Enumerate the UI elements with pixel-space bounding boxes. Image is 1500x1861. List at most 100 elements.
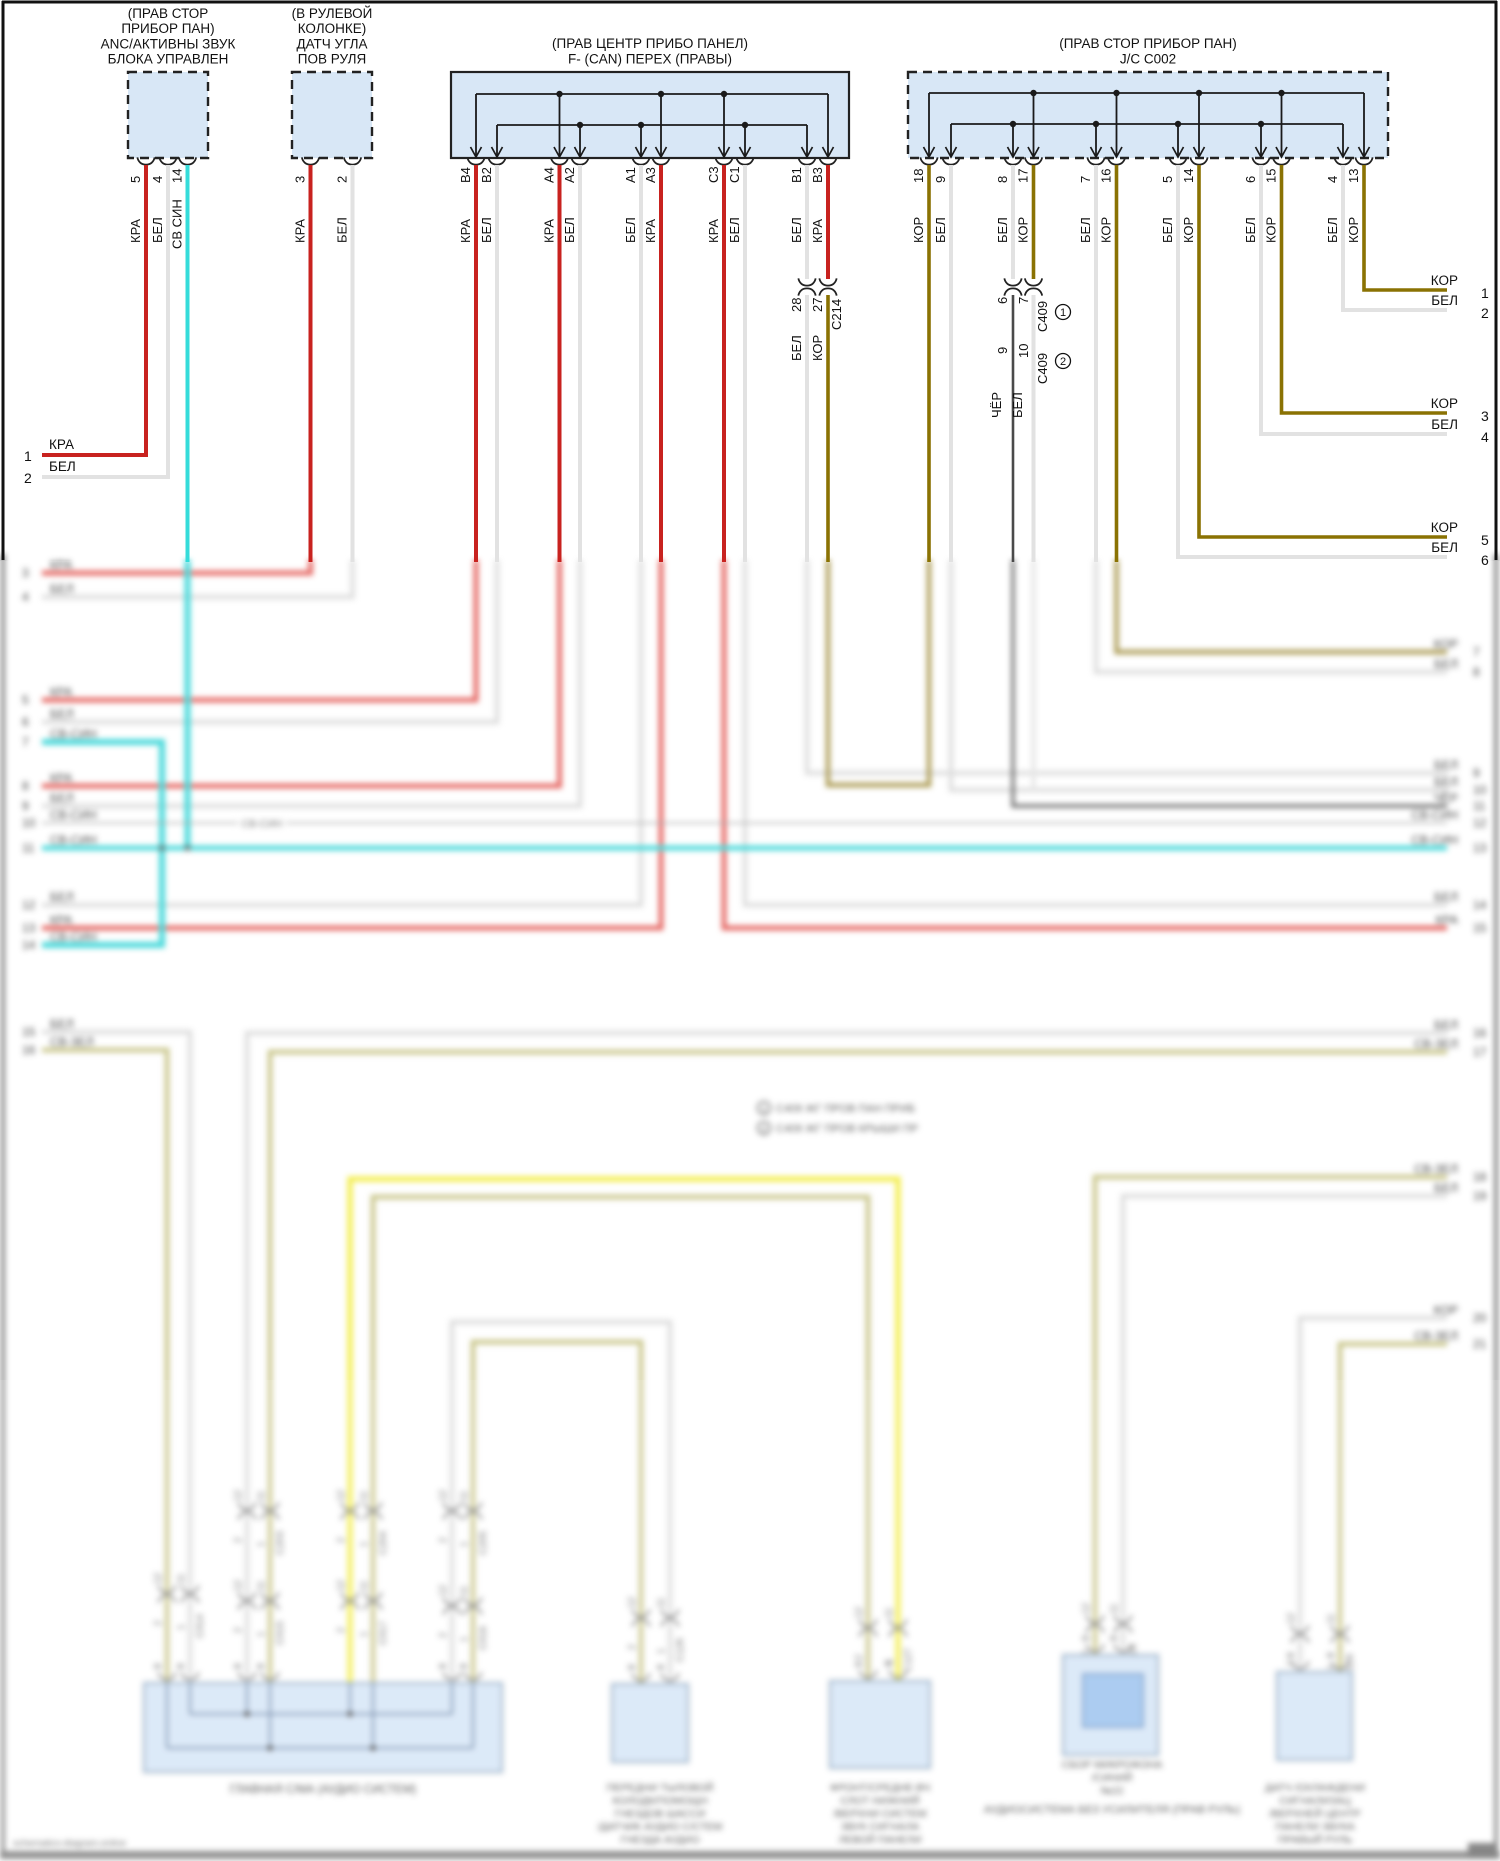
- svg-text:19: 19: [1473, 1189, 1487, 1203]
- svg-text:КРА: КРА: [1436, 913, 1458, 927]
- svg-text:12: 12: [22, 898, 36, 912]
- svg-text:16: 16: [22, 1043, 36, 1057]
- svg-text:28: 28: [789, 298, 804, 312]
- svg-text:B2: B2: [479, 167, 494, 183]
- svg-text:8: 8: [22, 779, 29, 793]
- svg-text:21: 21: [1473, 1337, 1487, 1351]
- svg-text:КРА: КРА: [643, 219, 658, 243]
- svg-text:ЛЕВОЙ ПАНЕЛИ: ЛЕВОЙ ПАНЕЛИ: [839, 1833, 922, 1846]
- svg-text:1: 1: [656, 1648, 667, 1654]
- svg-text:КОР: КОР: [1346, 217, 1361, 243]
- svg-text:8: 8: [233, 1663, 244, 1669]
- svg-text:2: 2: [761, 1124, 766, 1134]
- svg-text:2: 2: [1060, 356, 1066, 368]
- svg-text:8: 8: [176, 1663, 187, 1669]
- svg-text:18: 18: [1473, 1170, 1487, 1184]
- svg-text:16: 16: [1099, 169, 1114, 183]
- svg-text:B1: B1: [789, 167, 804, 183]
- svg-text:11: 11: [1473, 799, 1486, 813]
- svg-text:B4: B4: [458, 167, 473, 183]
- svg-text:БЕЛ: БЕЛ: [50, 791, 74, 805]
- svg-text:(ПРАВ СТОР ПРИБОР ПАН): (ПРАВ СТОР ПРИБОР ПАН): [1059, 36, 1237, 51]
- svg-text:ПАНЕЛИ ЗВУКА: ПАНЕЛИ ЗВУКА: [1275, 1821, 1354, 1833]
- svg-text:11: 11: [459, 1585, 470, 1596]
- svg-text:3: 3: [293, 176, 308, 183]
- svg-text:БЕЛ: БЕЛ: [1243, 217, 1258, 243]
- svg-text:БЕЛ: БЕЛ: [50, 707, 74, 721]
- svg-text:4: 4: [1481, 429, 1489, 445]
- svg-text:8: 8: [656, 1664, 667, 1670]
- svg-text:1: 1: [359, 1631, 370, 1637]
- svg-text:БЕЛ: БЕЛ: [1434, 1181, 1458, 1195]
- svg-text:ПРИБОР ПАН): ПРИБОР ПАН): [121, 21, 214, 36]
- svg-text:8: 8: [627, 1664, 638, 1670]
- svg-text:3: 3: [1481, 408, 1489, 424]
- svg-text:(ПРАВ ЦЕНТР ПРИБО ПАНЕЛ): (ПРАВ ЦЕНТР ПРИБО ПАНЕЛ): [552, 36, 748, 51]
- svg-text:БЛОКА УПРАВЛЕН: БЛОКА УПРАВЛЕН: [108, 52, 229, 67]
- svg-text:2: 2: [335, 176, 350, 183]
- svg-text:2: 2: [438, 1537, 449, 1543]
- svg-text:КРА: КРА: [50, 913, 72, 927]
- svg-text:КОР: КОР: [1431, 273, 1458, 288]
- svg-text:ЧЁР: ЧЁР: [1434, 791, 1458, 805]
- svg-text:C127: C127: [903, 1648, 914, 1672]
- svg-text:СЛОТ НИЖНИЙ: СЛОТ НИЖНИЙ: [840, 1794, 919, 1807]
- svg-text:15: 15: [1264, 169, 1279, 183]
- svg-text:КРА: КРА: [293, 219, 308, 243]
- svg-text:C126: C126: [675, 1638, 686, 1662]
- svg-text:12: 12: [1286, 1612, 1297, 1624]
- svg-text:БЕЛ: БЕЛ: [789, 335, 804, 361]
- svg-text:2: 2: [627, 1644, 638, 1650]
- svg-text:C409 ЖГ ПРОВ КРЫШИ ПР: C409 ЖГ ПРОВ КРЫШИ ПР: [776, 1123, 918, 1135]
- svg-text:13: 13: [22, 921, 36, 935]
- svg-text:ГНЕЗДОВ ШАССИ: ГНЕЗДОВ ШАССИ: [615, 1808, 706, 1820]
- svg-text:КОР: КОР: [1099, 217, 1114, 243]
- svg-text:B3: B3: [810, 167, 825, 183]
- svg-text:4: 4: [150, 176, 165, 183]
- svg-text:A4: A4: [542, 167, 557, 183]
- svg-text:ANC/АКТИВНЫ ЗВУК: ANC/АКТИВНЫ ЗВУК: [101, 36, 236, 51]
- svg-text:БЕЛ: БЕЛ: [1325, 217, 1340, 243]
- svg-text:ФРОНТ/СРЕДНЕ-ВЧ: ФРОНТ/СРЕДНЕ-ВЧ: [830, 1782, 930, 1794]
- svg-text:C015: C015: [275, 1621, 286, 1645]
- svg-text:ПЕРЕДНИ ТЫЛОВОЙ: ПЕРЕДНИ ТЫЛОВОЙ: [607, 1781, 714, 1794]
- svg-text:8: 8: [153, 1663, 164, 1669]
- svg-text:(ПРАВ СТОР: (ПРАВ СТОР: [128, 6, 209, 21]
- svg-text:КРА: КРА: [50, 685, 72, 699]
- svg-text:БЕЛ: БЕЛ: [1078, 217, 1093, 243]
- svg-text:БЕЛ: БЕЛ: [50, 890, 74, 904]
- svg-text:2: 2: [438, 1632, 449, 1638]
- svg-text:11: 11: [176, 1573, 187, 1584]
- svg-text:13: 13: [1346, 169, 1361, 183]
- svg-text:17: 17: [1473, 1045, 1487, 1059]
- svg-text:8: 8: [995, 176, 1010, 183]
- svg-text:10: 10: [1016, 344, 1031, 358]
- svg-text:12: 12: [153, 1572, 164, 1584]
- svg-text:БЕЛ: БЕЛ: [1434, 657, 1458, 671]
- svg-text:БЕЛ: БЕЛ: [1434, 758, 1458, 772]
- svg-text:БЕЛ: БЕЛ: [150, 217, 165, 243]
- svg-text:ЗВУК СИГНАЛА: ЗВУК СИГНАЛА: [841, 1821, 919, 1833]
- svg-text:4: 4: [22, 590, 29, 604]
- svg-text:C203: C203: [275, 1531, 286, 1555]
- svg-text:12: 12: [854, 1606, 865, 1618]
- svg-text:ГЛАВНАЯ С/МА (АУДИО СИСТЕМ): ГЛАВНАЯ С/МА (АУДИО СИСТЕМ): [230, 1784, 417, 1796]
- svg-text:КРА: КРА: [50, 771, 72, 785]
- svg-text:1: 1: [256, 1631, 267, 1637]
- svg-text:6: 6: [22, 715, 29, 729]
- svg-text:ДАТЧ УГЛА: ДАТЧ УГЛА: [296, 36, 367, 51]
- svg-text:КОЛОДК/ПОМОЩН: КОЛОДК/ПОМОЩН: [612, 1795, 707, 1807]
- svg-text:C409: C409: [1035, 301, 1050, 332]
- svg-text:F- (CAN) ПЕРЕХ (ПРАВЫ): F- (CAN) ПЕРЕХ (ПРАВЫ): [568, 52, 732, 67]
- svg-text:БЕЛ: БЕЛ: [479, 217, 494, 243]
- svg-text:schematics-diagram.online: schematics-diagram.online: [13, 1838, 126, 1849]
- svg-text:8: 8: [854, 1661, 865, 1667]
- svg-text:11: 11: [884, 1607, 895, 1618]
- svg-text:8: 8: [1109, 1635, 1120, 1641]
- svg-text:ДАТЧ /ОХЛАЖДЕНИ: ДАТЧ /ОХЛАЖДЕНИ: [1265, 1782, 1365, 1794]
- svg-text:17: 17: [1016, 169, 1031, 183]
- svg-text:КРА: КРА: [50, 558, 72, 572]
- svg-text:/ДАТЧИК АУДИО С/СТЕМ: /ДАТЧИК АУДИО С/СТЕМ: [598, 1821, 723, 1833]
- svg-text:СВ-СИН: СВ-СИН: [1411, 808, 1458, 822]
- svg-text:СВ-ЗЕЛ: СВ-ЗЕЛ: [50, 1035, 94, 1049]
